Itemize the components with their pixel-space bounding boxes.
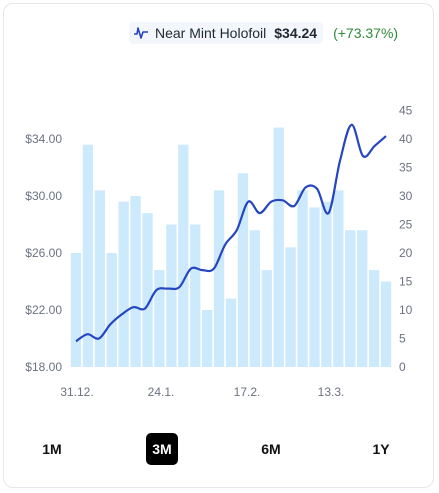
y-left-tick-label: $30.00 — [25, 189, 62, 203]
volume-bar[interactable] — [166, 224, 177, 368]
y-right-tick-label: 0 — [399, 360, 406, 374]
volume-bar[interactable] — [178, 144, 189, 367]
volume-bar[interactable] — [142, 213, 153, 367]
y-right-tick-label: 40 — [399, 132, 413, 146]
volume-bar[interactable] — [309, 207, 320, 367]
x-tick-label: 31.12. — [60, 385, 93, 399]
volume-bar[interactable] — [94, 190, 105, 367]
y-left-tick-label: $34.00 — [25, 132, 62, 146]
price-chart: $18.00 $22.00 $26.00 $30.00 $34.00 0 5 10 15 20 2… — [25, 104, 413, 400]
volume-bar[interactable] — [368, 270, 380, 367]
volume-bar[interactable] — [213, 190, 225, 367]
range-button-1y[interactable]: 1Y — [365, 433, 397, 465]
volume-bar[interactable] — [345, 230, 356, 367]
legend-price: $34.24 — [274, 25, 318, 41]
y-right-tick-label: 5 — [399, 332, 406, 346]
volume-bar[interactable] — [357, 230, 368, 367]
volume-bar[interactable] — [261, 270, 272, 367]
y-right-tick-label: 25 — [399, 218, 413, 232]
volume-bar[interactable] — [380, 281, 392, 368]
range-button-1m[interactable]: 1M — [36, 433, 68, 465]
y-axis-left: $18.00 $22.00 $26.00 $30.00 $34.00 — [25, 132, 62, 374]
volume-bar[interactable] — [154, 270, 165, 367]
x-axis: 31.12. 24.1. 17.2. 13.3. — [60, 385, 344, 399]
y-right-tick-label: 20 — [399, 246, 413, 260]
time-range-selector: 1M 3M 6M 1Y — [0, 433, 439, 467]
price-line-icon — [134, 27, 148, 39]
y-axis-right: 0 5 10 15 20 25 30 35 40 45 — [399, 104, 413, 375]
y-right-tick-label: 45 — [399, 104, 413, 118]
volume-bar[interactable] — [70, 253, 82, 367]
volume-bar[interactable] — [249, 230, 261, 367]
chart-legend: Near Mint Holofoil $34.24 (+73.37%) — [129, 22, 398, 44]
x-tick-label: 24.1. — [148, 385, 175, 399]
volume-bar[interactable] — [106, 253, 117, 367]
y-right-tick-label: 10 — [399, 303, 413, 317]
volume-bar[interactable] — [118, 201, 129, 367]
volume-bars — [70, 127, 392, 368]
volume-bar[interactable] — [82, 144, 94, 367]
legend-change: (+73.37%) — [333, 25, 399, 41]
volume-bar[interactable] — [225, 298, 237, 367]
y-right-tick-label: 15 — [399, 275, 413, 289]
volume-bar[interactable] — [273, 127, 284, 367]
volume-bar[interactable] — [201, 310, 213, 367]
legend-chip[interactable]: Near Mint Holofoil $34.24 — [129, 22, 324, 44]
x-tick-label: 13.3. — [318, 385, 345, 399]
legend-series-name: Near Mint Holofoil — [155, 25, 267, 41]
range-button-3m[interactable]: 3M — [146, 433, 178, 465]
volume-bar[interactable] — [237, 173, 249, 367]
x-tick-label: 17.2. — [234, 385, 261, 399]
volume-bar[interactable] — [333, 190, 344, 367]
volume-bar[interactable] — [297, 190, 308, 367]
y-left-tick-label: $18.00 — [25, 360, 62, 374]
y-left-tick-label: $26.00 — [25, 246, 62, 260]
price-line[interactable] — [75, 123, 387, 343]
y-right-tick-label: 30 — [399, 189, 413, 203]
volume-bar[interactable] — [130, 196, 141, 367]
volume-bar[interactable] — [321, 201, 332, 367]
y-right-tick-label: 35 — [399, 161, 413, 175]
volume-bar[interactable] — [285, 247, 296, 367]
range-button-6m[interactable]: 6M — [255, 433, 287, 465]
y-left-tick-label: $22.00 — [25, 303, 62, 317]
volume-bar[interactable] — [190, 224, 201, 368]
